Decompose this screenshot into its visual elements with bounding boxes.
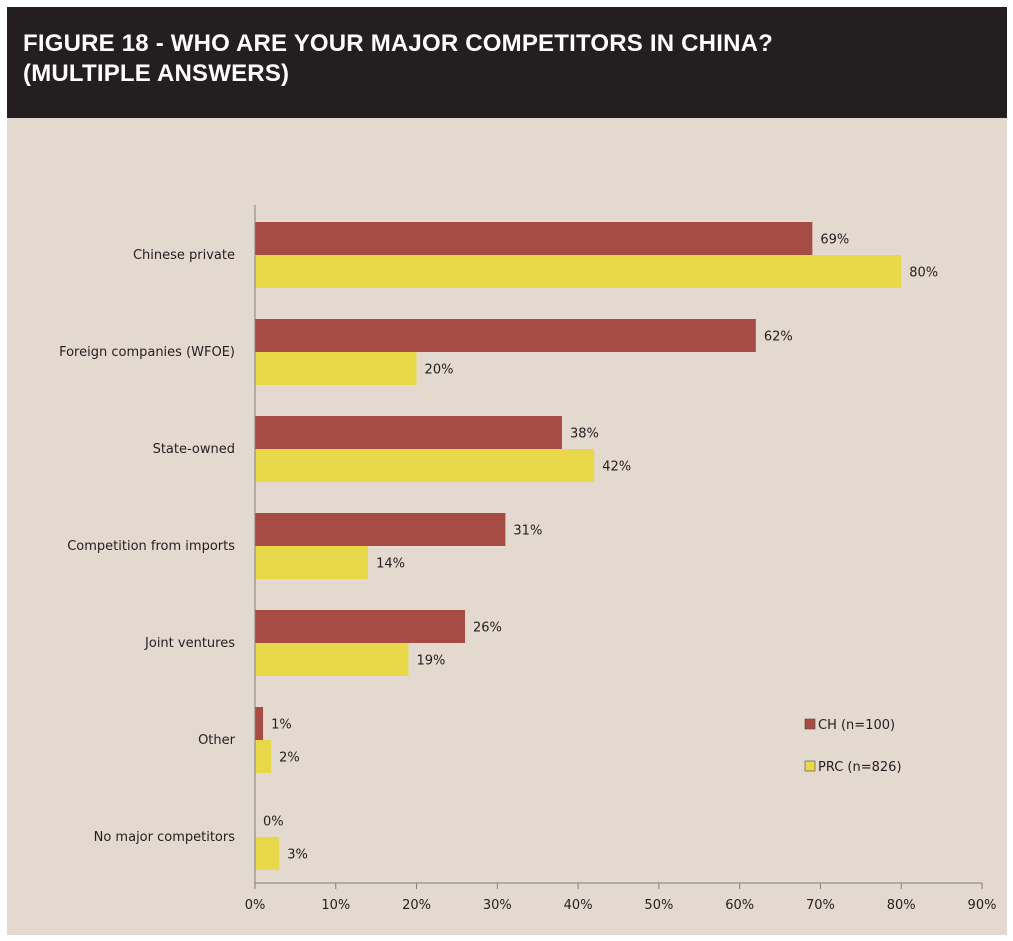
bar-prc	[255, 546, 369, 579]
bar-ch	[255, 610, 466, 643]
category-label: Foreign companies (WFOE)	[59, 345, 235, 360]
x-tick-label: 40%	[564, 898, 593, 913]
bar-prc	[255, 740, 272, 773]
data-label-prc: 19%	[416, 654, 445, 669]
legend-swatch-prc	[804, 760, 816, 772]
bar-ch	[255, 513, 506, 546]
bar-ch	[255, 319, 756, 352]
data-label-prc: 14%	[376, 557, 405, 572]
bar-ch	[255, 416, 562, 449]
figure-header: FIGURE 18 - WHO ARE YOUR MAJOR COMPETITO…	[7, 7, 1007, 118]
data-label-ch: 62%	[764, 330, 793, 345]
legend-label-ch: CH (n=100)	[818, 718, 895, 733]
category-label: Competition from imports	[67, 539, 235, 554]
data-label-ch: 0%	[263, 815, 284, 830]
x-tick-label: 30%	[483, 898, 512, 913]
data-label-prc: 2%	[279, 751, 300, 766]
x-tick-label: 70%	[806, 898, 835, 913]
category-label: State-owned	[153, 442, 235, 457]
x-tick-label: 60%	[725, 898, 754, 913]
figure-panel: FIGURE 18 - WHO ARE YOUR MAJOR COMPETITO…	[7, 7, 1007, 935]
data-label-ch: 26%	[473, 621, 502, 636]
x-tick-label: 10%	[321, 898, 350, 913]
data-label-prc: 80%	[909, 266, 938, 281]
x-tick-label: 50%	[644, 898, 673, 913]
bar-ch	[255, 222, 813, 255]
bar-ch	[255, 707, 264, 740]
data-label-ch: 69%	[820, 233, 849, 248]
category-label: Chinese private	[133, 248, 235, 263]
bar-chart: Chinese private 69% 80% Foreign companies (…	[59, 205, 997, 913]
category-label: Joint ventures	[144, 636, 235, 651]
legend-label-prc: PRC (n=826)	[818, 760, 902, 775]
data-label-prc: 42%	[602, 460, 631, 475]
data-label-ch: 31%	[513, 524, 542, 539]
bar-prc	[255, 255, 902, 288]
x-tick-label: 20%	[402, 898, 431, 913]
x-tick-label: 80%	[887, 898, 916, 913]
bar-prc	[255, 837, 280, 870]
bar-prc	[255, 352, 417, 385]
x-tick-label: 90%	[968, 898, 997, 913]
x-tick-label: 0%	[245, 898, 266, 913]
figure-title: FIGURE 18 - WHO ARE YOUR MAJOR COMPETITO…	[23, 30, 774, 87]
data-label-ch: 38%	[570, 427, 599, 442]
data-label-prc: 20%	[425, 363, 454, 378]
legend-swatch-ch	[804, 718, 816, 730]
category-label: Other	[198, 733, 236, 748]
data-label-ch: 1%	[271, 718, 292, 733]
bar-prc	[255, 643, 409, 676]
bar-prc	[255, 449, 595, 482]
data-label-prc: 3%	[287, 848, 308, 863]
category-label: No major competitors	[94, 830, 236, 845]
